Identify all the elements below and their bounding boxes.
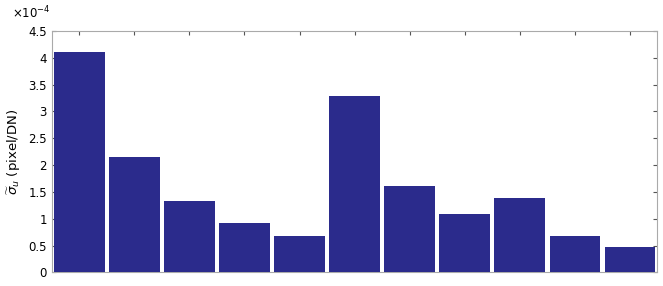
Bar xyxy=(495,198,545,273)
Bar xyxy=(274,237,325,273)
Y-axis label: $\widetilde{\sigma}_{u}$ (pixel/DN): $\widetilde{\sigma}_{u}$ (pixel/DN) xyxy=(5,108,23,195)
Bar xyxy=(219,223,270,273)
Bar xyxy=(109,157,160,273)
Bar xyxy=(440,214,490,273)
Bar xyxy=(605,247,655,273)
Bar xyxy=(54,52,105,273)
Bar xyxy=(330,96,380,273)
Bar xyxy=(164,201,215,273)
Bar xyxy=(550,237,600,273)
Bar xyxy=(385,186,435,273)
Text: $\times10^{-4}$: $\times10^{-4}$ xyxy=(13,5,51,21)
